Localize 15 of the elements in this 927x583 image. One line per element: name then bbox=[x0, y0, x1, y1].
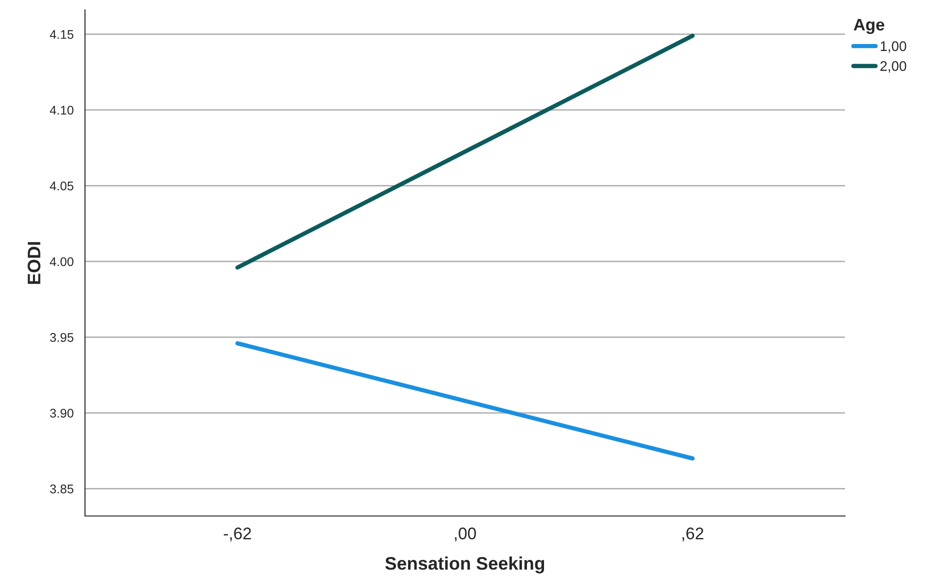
y-tick-label: 3.90 bbox=[50, 408, 74, 418]
y-tick-label: 4.10 bbox=[50, 106, 74, 115]
y-tick-label: 4.00 bbox=[50, 257, 74, 266]
y-tick-label: 4.05 bbox=[50, 182, 74, 190]
y-tick-label: 4.15 bbox=[50, 30, 74, 39]
x-tick-label: ,62 bbox=[682, 528, 704, 542]
legend-label: 2,00 bbox=[880, 61, 906, 73]
y-tick-label: 3.85 bbox=[50, 484, 74, 494]
legend-label: 1,00 bbox=[880, 41, 906, 53]
x-axis-title: Sensation Seeking bbox=[385, 556, 544, 574]
legend-title: Age bbox=[854, 18, 884, 34]
x-tick-label: ,00 bbox=[454, 528, 476, 542]
x-tick-label: -,62 bbox=[224, 528, 251, 542]
y-axis-title: EODI bbox=[28, 242, 40, 284]
y-tick-label: 3.95 bbox=[50, 333, 74, 342]
